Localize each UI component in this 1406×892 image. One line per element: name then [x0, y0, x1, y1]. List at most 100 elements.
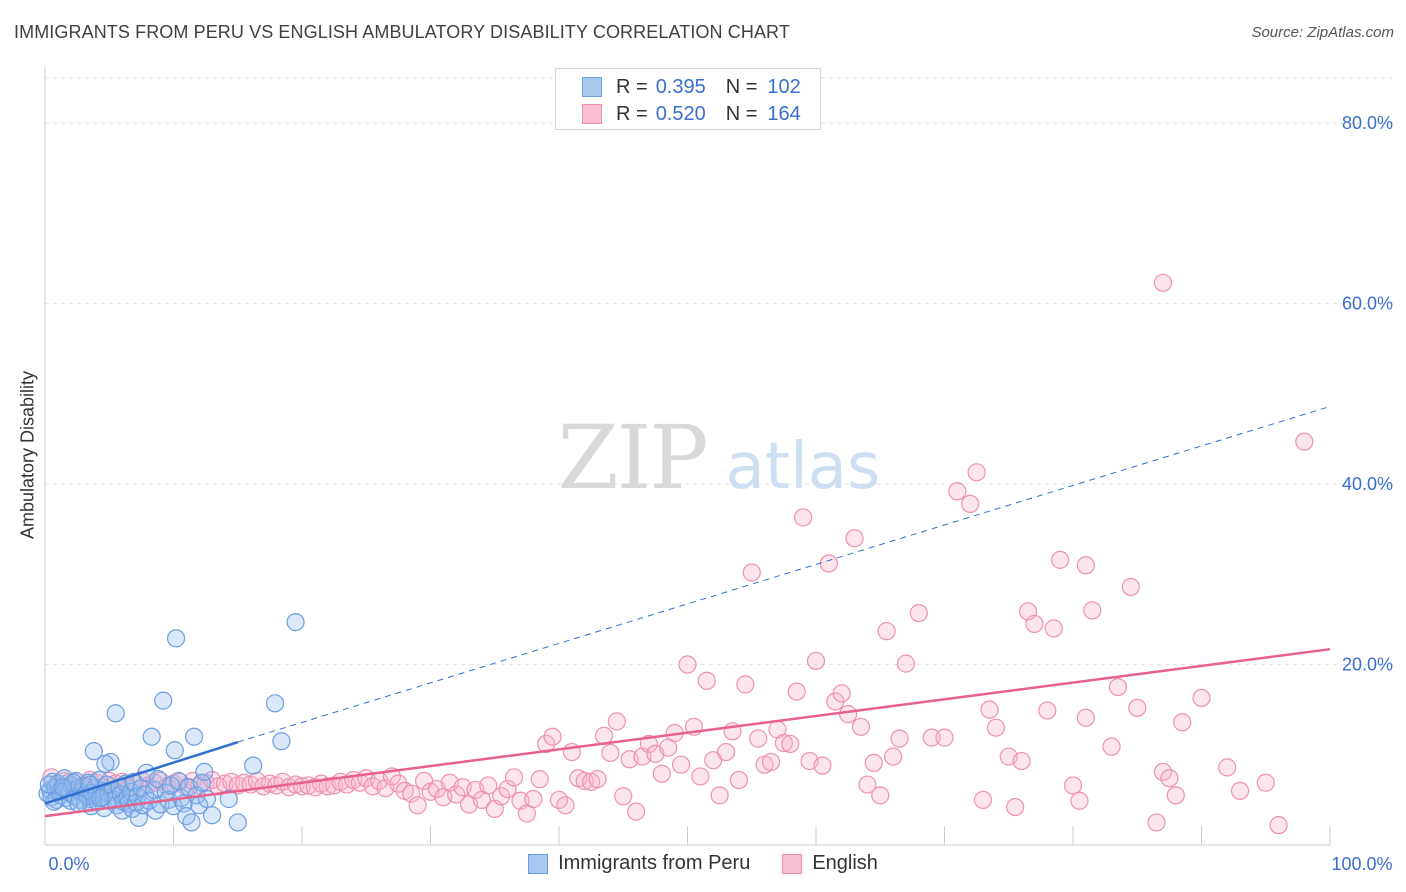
- english-point: [761, 752, 781, 772]
- english-point: [414, 771, 434, 791]
- peru-point: [265, 694, 285, 713]
- english-point: [498, 779, 517, 799]
- english-point: [806, 651, 826, 671]
- english-point: [1160, 769, 1179, 788]
- english-point: [877, 622, 896, 641]
- gridlines: [45, 77, 1393, 666]
- y-tick-label: 80.0%: [1342, 113, 1393, 133]
- chart-title: IMMIGRANTS FROM PERU VS ENGLISH AMBULATO…: [14, 22, 790, 42]
- english-point: [402, 784, 421, 803]
- peru-point: [53, 778, 73, 797]
- english-point: [948, 482, 967, 501]
- legend-n-label: N =: [725, 75, 758, 98]
- english-point: [543, 727, 562, 746]
- english-point: [639, 734, 659, 754]
- peru-trend-extension: [237, 405, 1331, 743]
- english-point: [1006, 798, 1025, 817]
- english-point: [1025, 614, 1044, 634]
- english-point: [1038, 701, 1057, 720]
- english-point: [1153, 273, 1173, 292]
- english-point: [1108, 677, 1128, 697]
- english-point: [813, 756, 832, 775]
- y-tick-label: 20.0%: [1342, 655, 1393, 675]
- legend-swatch-peru: [582, 77, 602, 97]
- legend-n-value: 102: [767, 75, 801, 98]
- english-point: [819, 554, 838, 573]
- english-point: [1256, 773, 1275, 792]
- english-point: [697, 671, 716, 690]
- english-point: [479, 776, 498, 795]
- peru-point: [165, 741, 184, 760]
- legend-r-value: 0.395: [655, 75, 706, 98]
- english-point: [524, 789, 543, 809]
- english-point: [1218, 758, 1237, 777]
- axes: [44, 67, 1331, 846]
- english-point: [967, 463, 986, 482]
- english-point: [864, 753, 883, 772]
- english-point: [851, 717, 871, 736]
- series-legend-english[interactable]: English: [782, 852, 878, 875]
- english-point: [1147, 813, 1166, 832]
- english-point: [871, 786, 890, 805]
- english-point: [447, 785, 466, 804]
- english-point: [890, 729, 909, 748]
- english-point: [1051, 550, 1070, 569]
- english-point: [588, 770, 607, 789]
- english-point: [492, 787, 511, 806]
- english-point: [832, 684, 851, 703]
- english-point: [1012, 751, 1031, 771]
- english-point: [980, 700, 999, 719]
- english-point: [530, 770, 549, 789]
- english-point: [1295, 432, 1314, 451]
- english-point: [1070, 791, 1089, 810]
- english-point: [1173, 713, 1192, 732]
- peru-point: [106, 704, 125, 723]
- english-point: [678, 655, 697, 674]
- correlation-legend: R = 0.395 N = 102 R = 0.520 N = 164: [555, 68, 821, 130]
- english-point: [556, 796, 575, 815]
- legend-n-value: 164: [767, 102, 801, 125]
- peru-points: [38, 613, 305, 832]
- peru-point: [96, 754, 115, 773]
- english-point: [389, 774, 408, 793]
- english-point: [1121, 577, 1140, 597]
- watermark-zip: ZIP: [557, 406, 706, 509]
- english-point: [1102, 737, 1121, 756]
- series-label-english: English: [812, 852, 878, 874]
- legend-row-peru: R = 0.395 N = 102: [582, 75, 801, 99]
- english-point: [671, 755, 691, 774]
- peru-point: [286, 613, 305, 632]
- peru-point: [91, 788, 110, 808]
- series-legend-peru[interactable]: Immigrants from Peru: [528, 852, 750, 875]
- english-point: [935, 728, 954, 747]
- english-point: [1063, 776, 1083, 795]
- english-trend-line: [44, 647, 1331, 818]
- english-points: [42, 273, 1314, 835]
- peru-point: [244, 756, 263, 775]
- peru-point: [228, 813, 247, 832]
- english-point: [736, 675, 755, 694]
- english-point: [749, 729, 768, 748]
- peru-point: [197, 789, 217, 809]
- y-tick-label: 40.0%: [1342, 474, 1393, 494]
- english-point: [1192, 688, 1211, 708]
- y-axis-title: Ambulatory Disability: [17, 370, 38, 540]
- peru-point: [39, 775, 58, 794]
- english-point: [774, 733, 793, 753]
- english-point: [781, 734, 800, 754]
- x-tick-label: 100.0%: [1331, 854, 1392, 874]
- peru-point: [192, 773, 211, 792]
- english-point: [896, 654, 916, 673]
- peru-point: [272, 732, 291, 751]
- english-point: [1166, 786, 1185, 805]
- english-point: [652, 764, 671, 783]
- peru-point: [184, 727, 204, 746]
- peru-point: [69, 794, 88, 813]
- english-point: [794, 508, 813, 527]
- english-point: [601, 743, 620, 763]
- english-point: [1076, 708, 1095, 727]
- english-point: [710, 786, 729, 805]
- english-point: [607, 712, 626, 731]
- legend-n-label: N =: [725, 102, 758, 125]
